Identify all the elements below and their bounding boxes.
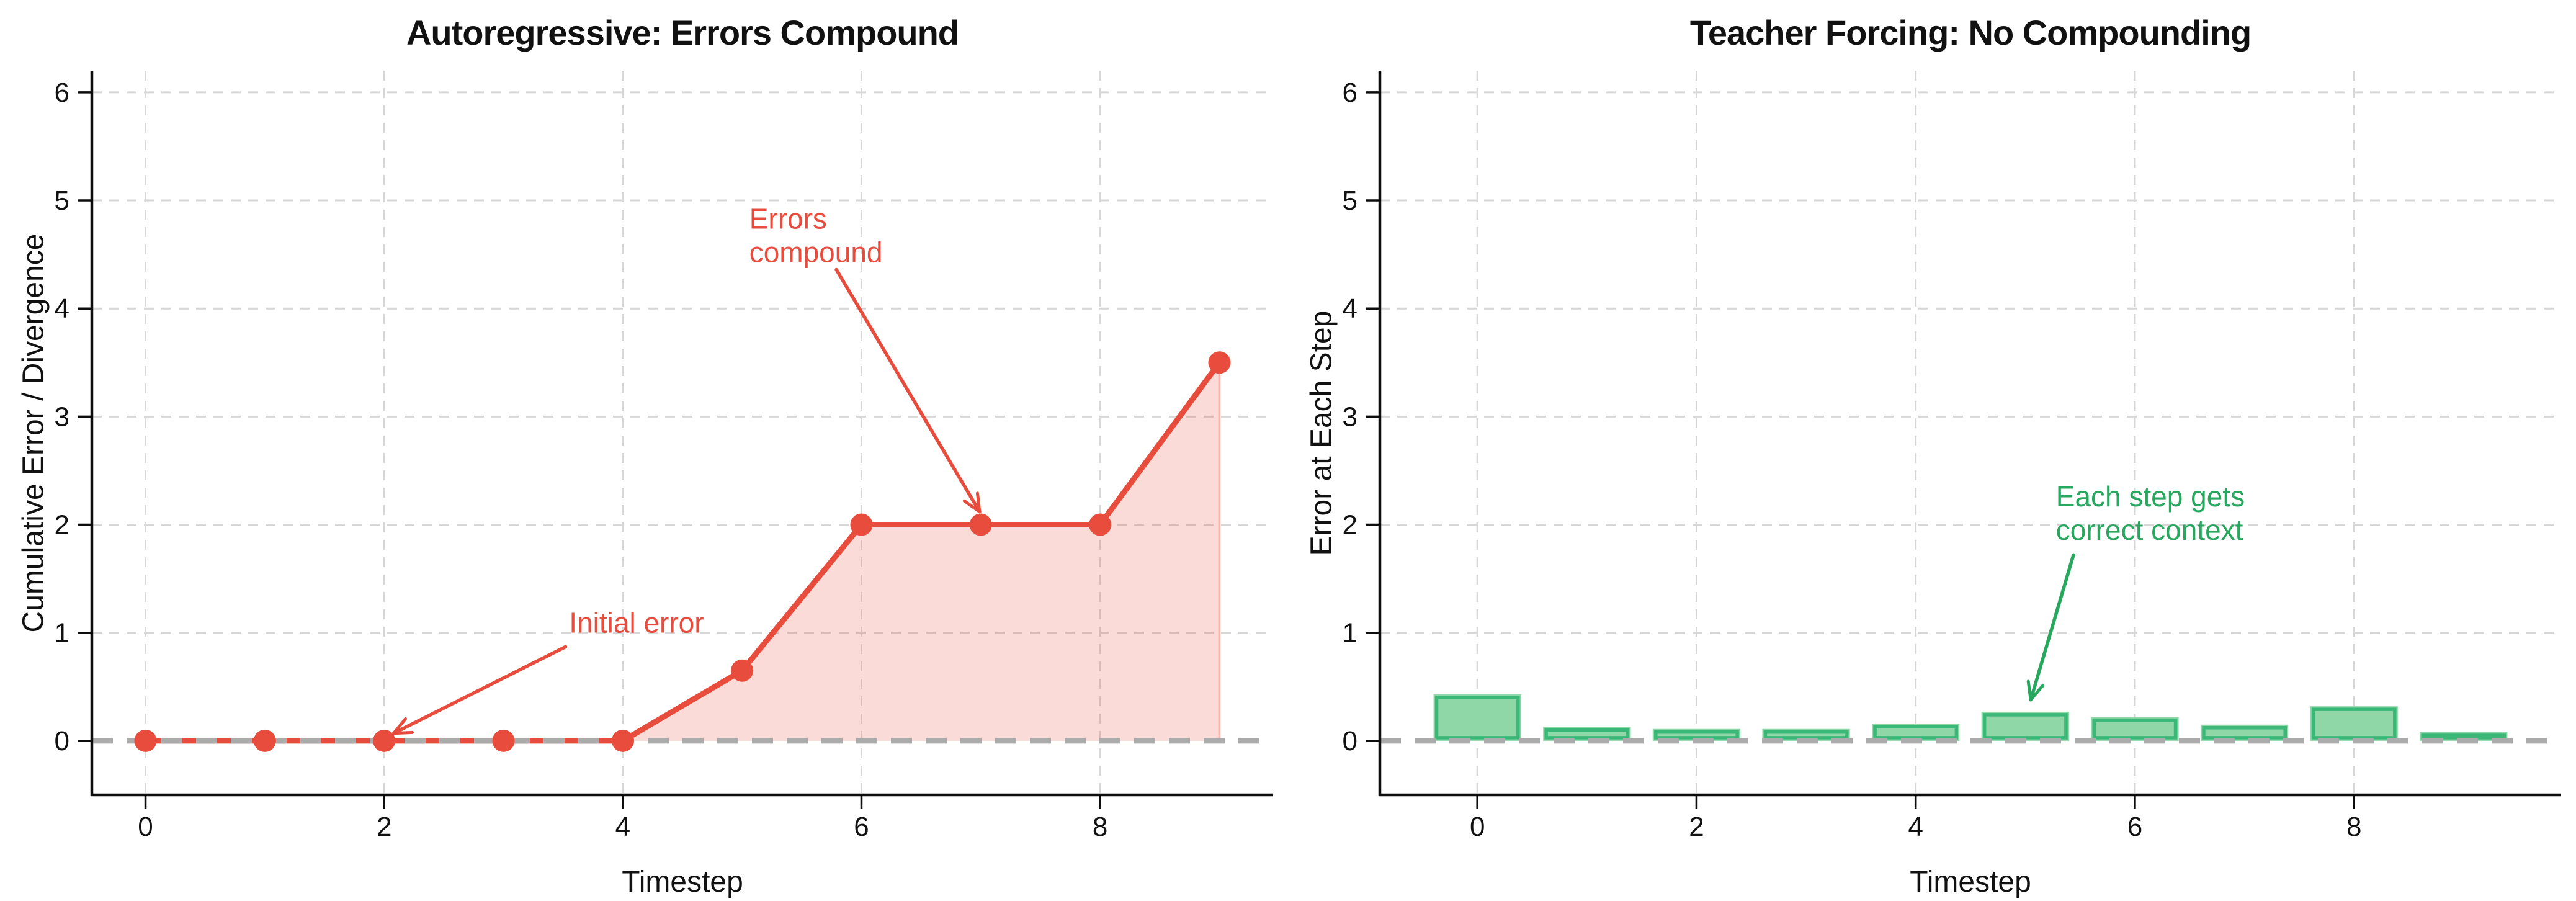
area-fill <box>145 362 1220 741</box>
bar <box>1981 711 2069 741</box>
bar-edge <box>2311 707 2397 740</box>
data-point-marker <box>134 729 157 752</box>
bar-edge <box>2421 733 2507 740</box>
y-tick-label: 1 <box>1343 618 1357 648</box>
y-tick-label: 6 <box>55 78 69 108</box>
x-tick-label: 0 <box>1470 812 1485 842</box>
data-point-marker <box>373 729 396 752</box>
bar <box>1433 694 1521 741</box>
data-point-marker <box>850 513 873 536</box>
annotation-text: Initial error <box>569 607 704 639</box>
annotation-arrow-shaft <box>391 645 568 735</box>
x-axis-label-right: Timestep <box>1910 866 2031 899</box>
bar-edge <box>2202 726 2287 740</box>
line-chart-plot: 0 1 2 3 4 5 6 0 2 4 6 8 Initial error Errors compound <box>55 71 1273 842</box>
bar-edge <box>1982 713 2068 740</box>
annotation-text: Each step gets correct context <box>2056 480 2245 546</box>
y-tick-label: 5 <box>1343 186 1357 216</box>
data-point-marker <box>1208 351 1231 374</box>
x-tick-label: 4 <box>1908 812 1923 842</box>
y-tick-label: 5 <box>55 186 69 216</box>
bar-edge <box>1873 725 1959 740</box>
y-tick-label: 4 <box>55 294 69 324</box>
bar-edge <box>2092 718 2178 740</box>
y-tick-label: 6 <box>1343 78 1357 108</box>
x-tick-label: 2 <box>377 812 391 842</box>
annotation-arrow-shaft <box>2029 553 2075 702</box>
annotation-arrow-shaft <box>834 267 982 514</box>
data-point-marker <box>731 659 754 682</box>
y-tick-label: 0 <box>55 726 69 756</box>
y-tick-label: 3 <box>1343 401 1357 432</box>
y-tick-label: 4 <box>1343 294 1357 324</box>
bar-edge <box>1434 696 1520 740</box>
data-point-marker <box>611 729 634 752</box>
data-point-marker <box>969 513 992 536</box>
chart-title-autoregressive: Autoregressive: Errors Compound <box>406 13 959 52</box>
y-tick-label: 3 <box>55 401 69 432</box>
x-tick-label: 6 <box>854 812 869 842</box>
y-tick-label: 0 <box>1343 726 1357 756</box>
x-tick-label: 8 <box>2346 812 2361 842</box>
x-tick-label: 8 <box>1093 812 1107 842</box>
x-tick-label: 4 <box>615 812 630 842</box>
y-tick-label: 2 <box>1343 510 1357 540</box>
data-line <box>143 359 1222 744</box>
data-point-marker <box>253 729 276 752</box>
bar-edge <box>1654 730 1739 740</box>
bar-edge <box>1763 730 1849 740</box>
panel-teacher-forcing: Teacher Forcing: No Compounding Error at… <box>1288 0 2576 901</box>
annotation-arrow-head <box>2026 679 2045 702</box>
x-axis-label-left: Timestep <box>622 866 743 899</box>
chart-title-teacher-forcing: Teacher Forcing: No Compounding <box>1689 13 2252 52</box>
y-tick-label: 1 <box>55 618 69 648</box>
x-tick-label: 2 <box>1689 812 1704 842</box>
data-point-marker <box>1089 513 1112 536</box>
bar <box>2310 706 2398 741</box>
bar-chart-plot: 0 1 2 3 4 5 6 0 2 4 6 8 Each step gets correct contex… <box>1343 71 2561 842</box>
bar-edge <box>1544 728 1630 740</box>
x-tick-label: 6 <box>2127 812 2142 842</box>
annotation-arrow-head <box>392 717 414 735</box>
x-tick-label: 0 <box>138 812 153 842</box>
panel-autoregressive: Autoregressive: Errors Compound Cumulati… <box>17 13 1273 899</box>
annotation-text: Errors compound <box>749 202 883 268</box>
annotation-arrow-head <box>962 491 982 514</box>
y-tick-label: 2 <box>55 510 69 540</box>
data-point-marker <box>492 729 515 752</box>
